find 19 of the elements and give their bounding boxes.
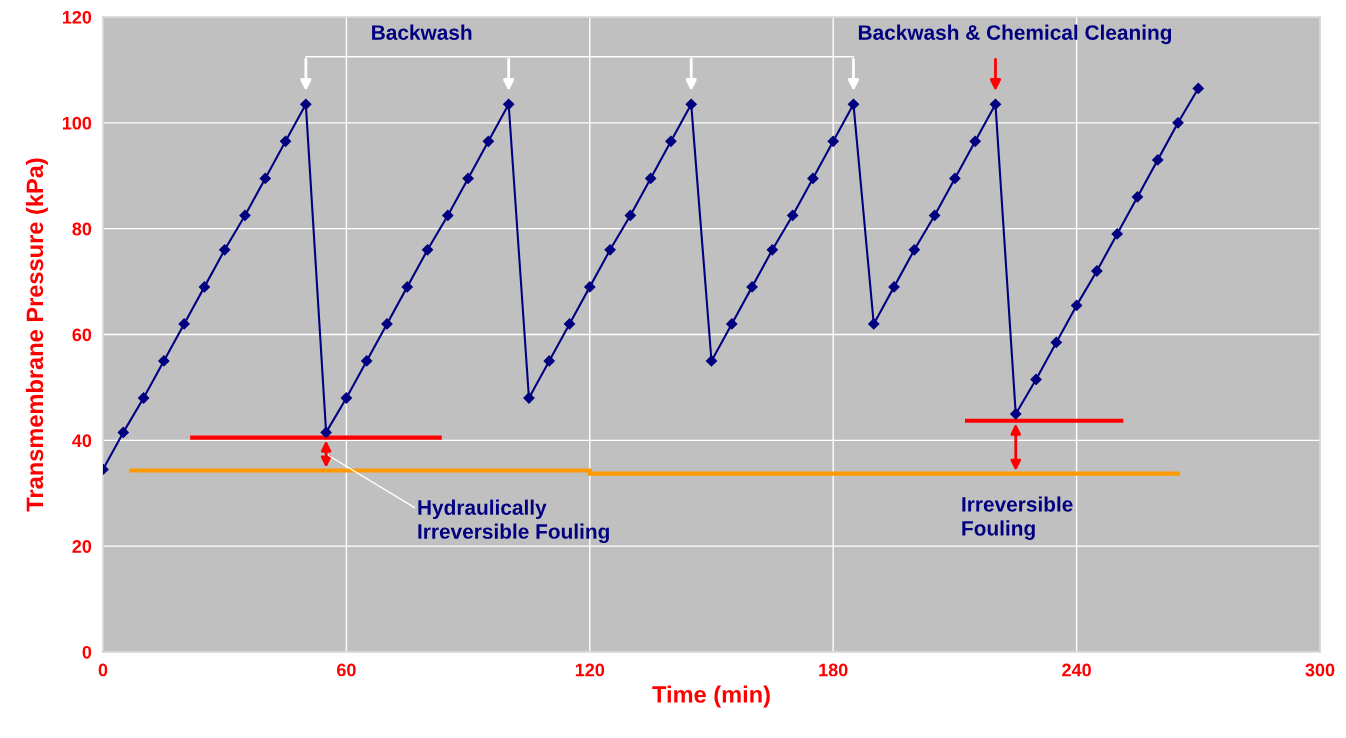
y-tick-label: 40 [72, 434, 92, 448]
x-tick-label: 60 [337, 663, 356, 677]
x-tick-label: 240 [1062, 663, 1091, 677]
y-tick-label: 0 [82, 645, 92, 659]
annotation: Hydraulically Irreversible Fouling [418, 499, 609, 544]
annotation: Irreversible Fouling [962, 496, 1073, 540]
x-tick-label: 300 [1305, 663, 1335, 677]
annotation: Backwash [372, 24, 472, 40]
x-axis-title: Time (min) [652, 685, 770, 708]
y-tick-label: 80 [72, 222, 92, 236]
x-tick-label: 120 [575, 663, 605, 677]
y-tick-label: 20 [72, 540, 92, 553]
y-axis-title: Transmembrane Pressure (kPa) [25, 158, 48, 512]
x-tick-label: 0 [98, 663, 108, 677]
y-tick-label: 120 [62, 10, 92, 24]
annotation: Backwash & Chemical Cleaning [858, 24, 1172, 45]
x-tick-label: 180 [819, 663, 848, 677]
y-tick-label: 60 [72, 328, 92, 342]
y-tick-label: 100 [62, 116, 92, 130]
